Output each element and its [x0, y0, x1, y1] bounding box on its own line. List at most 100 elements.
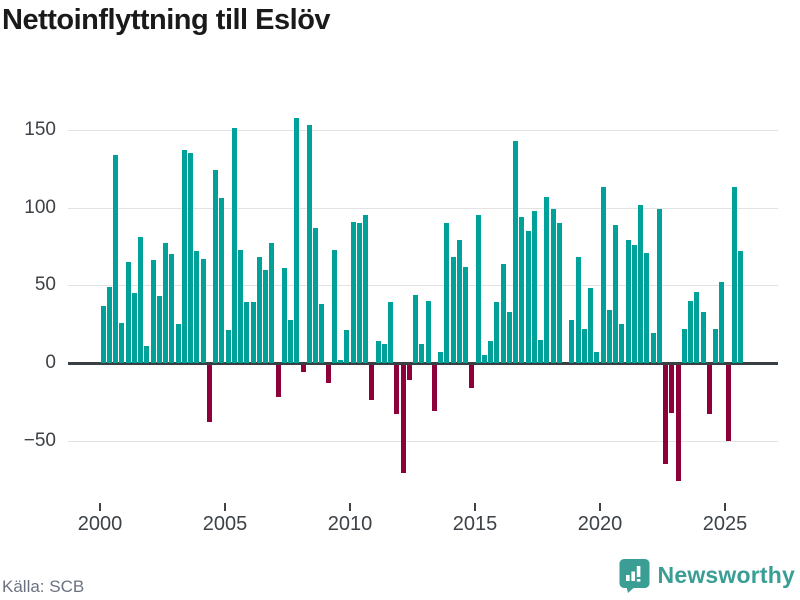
bar-positive — [644, 252, 650, 363]
bar-positive — [538, 339, 544, 363]
bar-positive — [363, 215, 369, 363]
bar-positive — [350, 221, 356, 363]
bar-positive — [544, 196, 550, 363]
bar-positive — [569, 319, 575, 363]
y-axis-tick-label: 0 — [45, 352, 56, 373]
bar-positive — [244, 302, 250, 363]
bar-positive — [356, 223, 362, 363]
bar-positive — [138, 237, 144, 363]
bar-positive — [263, 269, 269, 363]
bar-positive — [188, 153, 194, 363]
bar-positive — [256, 257, 262, 363]
bar-positive — [344, 330, 350, 363]
y-gridline — [68, 207, 778, 209]
bar-positive — [619, 324, 625, 363]
y-axis-tick-label: 150 — [24, 119, 56, 140]
bar-positive — [738, 251, 744, 363]
bar-positive — [131, 293, 137, 363]
x-axis-tick-label: 2010 — [327, 513, 373, 535]
bar-positive — [175, 324, 181, 363]
bar-positive — [606, 310, 612, 363]
bar-positive — [425, 300, 431, 363]
bar-positive — [163, 243, 169, 363]
bar-positive — [319, 303, 325, 363]
bar-negative — [369, 364, 375, 401]
bar-positive — [219, 198, 225, 363]
bar-positive — [225, 330, 231, 363]
y-axis-tick-label: 100 — [24, 196, 56, 218]
bar-positive — [719, 282, 725, 363]
x-axis-tick — [599, 503, 601, 511]
bar-negative — [675, 364, 681, 481]
bar-positive — [650, 333, 656, 363]
bar-positive — [113, 154, 119, 363]
bar-negative — [469, 364, 475, 388]
bar-positive — [413, 294, 419, 363]
bar-positive — [419, 344, 425, 363]
bar-positive — [156, 296, 162, 363]
chart-title: Nettoinflyttning till Eslöv — [2, 4, 331, 36]
newsworthy-logo: Newsworthy — [619, 558, 795, 593]
bar-positive — [338, 359, 344, 363]
bar-positive — [456, 240, 462, 363]
bar-positive — [581, 328, 587, 363]
bar-positive — [438, 352, 444, 363]
y-axis-tick-label: −50 — [23, 429, 56, 451]
bar-positive — [213, 170, 219, 363]
bar-positive — [713, 328, 719, 363]
bar-positive — [331, 249, 337, 363]
bar-negative — [275, 364, 281, 398]
bar-positive — [231, 128, 237, 363]
bar-positive — [150, 260, 156, 363]
bar-positive — [731, 187, 737, 363]
x-axis-tick — [224, 503, 226, 511]
bar-positive — [525, 230, 531, 363]
bar-positive — [238, 249, 244, 363]
y-axis-tick-label: 50 — [34, 274, 56, 296]
x-axis-tick-label: 2000 — [77, 513, 123, 535]
bar-positive — [388, 302, 394, 363]
bar-negative — [406, 364, 412, 381]
bar-positive — [125, 262, 131, 363]
bar-positive — [281, 268, 287, 363]
y-gridline — [68, 285, 778, 287]
bar-positive — [381, 344, 387, 363]
bar-positive — [306, 125, 312, 363]
x-axis-tick — [724, 503, 726, 511]
bar-negative — [725, 364, 731, 441]
x-axis-tick — [474, 503, 476, 511]
bar-positive — [700, 311, 706, 363]
bar-positive — [119, 322, 125, 363]
x-axis-tick — [99, 503, 101, 511]
y-gridline — [68, 440, 778, 442]
bar-positive — [694, 291, 700, 363]
bar-negative — [706, 364, 712, 415]
bar-positive — [194, 251, 200, 363]
bar-positive — [500, 263, 506, 363]
bar-positive — [494, 302, 500, 363]
bar-negative — [325, 364, 331, 384]
bar-positive — [181, 150, 187, 363]
bar-positive — [288, 319, 294, 363]
bar-positive — [594, 352, 600, 363]
bar-positive — [688, 300, 694, 363]
x-axis-tick-label: 2025 — [702, 513, 748, 535]
x-axis-tick-label: 2015 — [452, 513, 498, 535]
zero-axis-line — [68, 361, 778, 365]
bar-positive — [613, 224, 619, 363]
bar-positive — [481, 355, 487, 363]
bar-positive — [375, 341, 381, 363]
source-attribution: Källa: SCB — [2, 577, 85, 596]
bar-negative — [206, 364, 212, 422]
bar-positive — [681, 328, 687, 363]
bar-positive — [556, 223, 562, 363]
bar-positive — [488, 341, 494, 363]
bar-positive — [475, 215, 481, 363]
bar-positive — [513, 140, 519, 363]
y-gridline — [68, 130, 778, 131]
bar-positive — [106, 286, 112, 363]
bar-negative — [400, 364, 406, 474]
bar-positive — [625, 240, 631, 363]
bar-positive — [588, 288, 594, 363]
